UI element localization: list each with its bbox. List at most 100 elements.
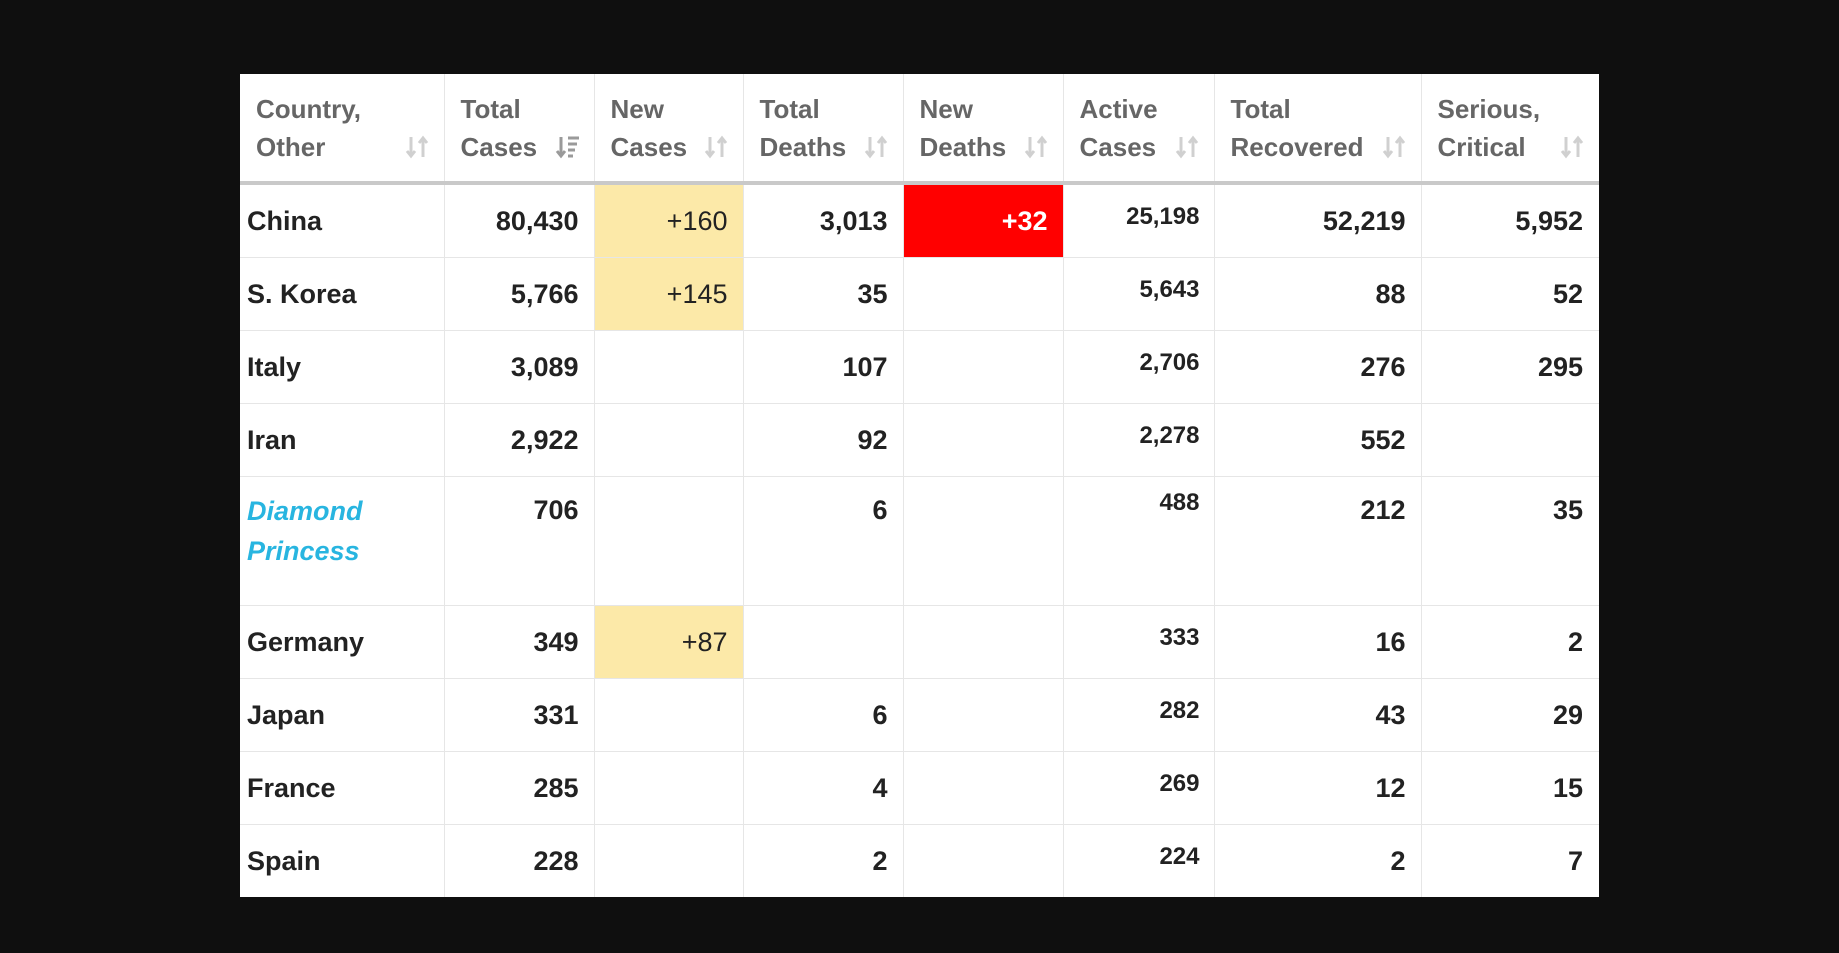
sort-arrows-icon[interactable] xyxy=(703,133,729,161)
table-body: China 80,430 +160 3,013 +32 25,198 52,219 5,952… xyxy=(240,183,1599,897)
new-cases-cell xyxy=(594,403,744,477)
table-row: Germany 349 +87 333 16 2 xyxy=(240,605,1599,679)
sort-arrows-icon[interactable] xyxy=(1023,133,1049,161)
sort-arrows-icon[interactable] xyxy=(404,133,430,161)
new-deaths-cell xyxy=(903,257,1064,331)
serious-critical-cell: 35 xyxy=(1421,476,1599,606)
new-deaths-cell xyxy=(903,476,1064,606)
active-cases-value: 2,278 xyxy=(1139,422,1200,449)
total-cases-cell: 706 xyxy=(444,476,595,606)
total-cases-cell: 80,430 xyxy=(444,183,595,258)
table-row: Japan 331 6 282 43 29 xyxy=(240,678,1599,752)
new-deaths-cell xyxy=(903,678,1064,752)
new-cases-cell xyxy=(594,751,744,825)
header-label: Serious, Critical xyxy=(1437,93,1541,162)
active-cases-cell: 282 xyxy=(1063,678,1215,752)
sort-descending-icon[interactable] xyxy=(554,133,580,161)
header-total-cases[interactable]: Total Cases xyxy=(444,74,595,185)
total-cases-cell: 349 xyxy=(444,605,595,679)
total-deaths-cell: 4 xyxy=(743,751,904,825)
active-cases-value: 2,706 xyxy=(1139,349,1200,376)
serious-critical-cell: 29 xyxy=(1421,678,1599,752)
country-cell: France xyxy=(240,751,445,825)
total-deaths-cell: 2 xyxy=(743,824,904,897)
total-cases-cell: 3,089 xyxy=(444,330,595,404)
header-label: Total Recovered xyxy=(1230,93,1364,162)
table-row: France 285 4 269 12 15 xyxy=(240,751,1599,825)
new-deaths-cell: +32 xyxy=(903,183,1064,258)
serious-critical-cell: 52 xyxy=(1421,257,1599,331)
serious-critical-cell: 5,952 xyxy=(1421,183,1599,258)
new-cases-cell xyxy=(594,476,744,606)
new-cases-cell: +145 xyxy=(594,257,744,331)
active-cases-value: 5,643 xyxy=(1139,276,1200,303)
table-row: China 80,430 +160 3,013 +32 25,198 52,219 5,952 xyxy=(240,183,1599,258)
header-label: New Cases xyxy=(610,93,688,162)
serious-critical-cell: 295 xyxy=(1421,330,1599,404)
active-cases-cell: 25,198 xyxy=(1063,183,1215,258)
total-deaths-cell: 6 xyxy=(743,476,904,606)
header-total-deaths[interactable]: Total Deaths xyxy=(743,74,904,185)
coronavirus-cases-table-panel: Country, Other Total Cases New Cases Tot… xyxy=(240,74,1599,897)
active-cases-cell: 2,278 xyxy=(1063,403,1215,477)
table-row: Iran 2,922 92 2,278 552 xyxy=(240,403,1599,477)
new-cases-cell: +160 xyxy=(594,183,744,258)
header-serious-critical[interactable]: Serious, Critical xyxy=(1421,74,1599,185)
total-cases-cell: 2,922 xyxy=(444,403,595,477)
sort-arrows-icon[interactable] xyxy=(863,133,889,161)
active-cases-cell: 333 xyxy=(1063,605,1215,679)
total-deaths-cell: 35 xyxy=(743,257,904,331)
total-cases-cell: 285 xyxy=(444,751,595,825)
active-cases-value: 488 xyxy=(1159,489,1200,516)
total-recovered-cell: 2 xyxy=(1214,824,1422,897)
total-cases-cell: 228 xyxy=(444,824,595,897)
active-cases-value: 224 xyxy=(1159,843,1200,870)
table-row: Italy 3,089 107 2,706 276 295 xyxy=(240,330,1599,404)
total-deaths-cell: 6 xyxy=(743,678,904,752)
new-deaths-cell xyxy=(903,824,1064,897)
header-new-deaths[interactable]: New Deaths xyxy=(903,74,1064,185)
total-recovered-cell: 12 xyxy=(1214,751,1422,825)
header-active-cases[interactable]: Active Cases xyxy=(1063,74,1215,185)
total-cases-cell: 331 xyxy=(444,678,595,752)
country-cell: Diamond Princess xyxy=(240,476,445,606)
ship-link[interactable]: Diamond Princess xyxy=(247,496,363,566)
header-country[interactable]: Country, Other xyxy=(240,74,445,185)
country-cell: Germany xyxy=(240,605,445,679)
coronavirus-cases-table: Country, Other Total Cases New Cases Tot… xyxy=(240,74,1599,897)
new-cases-cell: +87 xyxy=(594,605,744,679)
sort-arrows-icon[interactable] xyxy=(1174,133,1200,161)
table-header-row: Country, Other Total Cases New Cases Tot… xyxy=(240,74,1599,185)
header-label: Total Deaths xyxy=(759,93,847,162)
new-deaths-cell xyxy=(903,751,1064,825)
active-cases-value: 282 xyxy=(1159,697,1200,724)
sort-arrows-icon[interactable] xyxy=(1381,133,1407,161)
total-deaths-cell: 92 xyxy=(743,403,904,477)
total-deaths-cell xyxy=(743,605,904,679)
table-row: Diamond Princess 706 6 488 212 35 xyxy=(240,476,1599,606)
active-cases-cell: 488 xyxy=(1063,476,1215,606)
header-label: Total Cases xyxy=(460,93,538,162)
total-recovered-cell: 552 xyxy=(1214,403,1422,477)
country-cell: China xyxy=(240,183,445,258)
total-deaths-cell: 3,013 xyxy=(743,183,904,258)
new-cases-cell xyxy=(594,824,744,897)
serious-critical-cell: 15 xyxy=(1421,751,1599,825)
header-label: New Deaths xyxy=(919,93,1007,162)
total-recovered-cell: 88 xyxy=(1214,257,1422,331)
total-recovered-cell: 276 xyxy=(1214,330,1422,404)
new-deaths-cell xyxy=(903,605,1064,679)
total-deaths-cell: 107 xyxy=(743,330,904,404)
header-label: Country, Other xyxy=(256,93,361,162)
sort-arrows-icon[interactable] xyxy=(1559,133,1585,161)
table-row: Spain 228 2 224 2 7 xyxy=(240,824,1599,897)
active-cases-cell: 2,706 xyxy=(1063,330,1215,404)
header-label: Active Cases xyxy=(1079,93,1158,162)
new-deaths-cell xyxy=(903,330,1064,404)
country-cell: S. Korea xyxy=(240,257,445,331)
header-total-recovered[interactable]: Total Recovered xyxy=(1214,74,1422,185)
serious-critical-cell xyxy=(1421,403,1599,477)
total-cases-cell: 5,766 xyxy=(444,257,595,331)
header-new-cases[interactable]: New Cases xyxy=(594,74,744,185)
